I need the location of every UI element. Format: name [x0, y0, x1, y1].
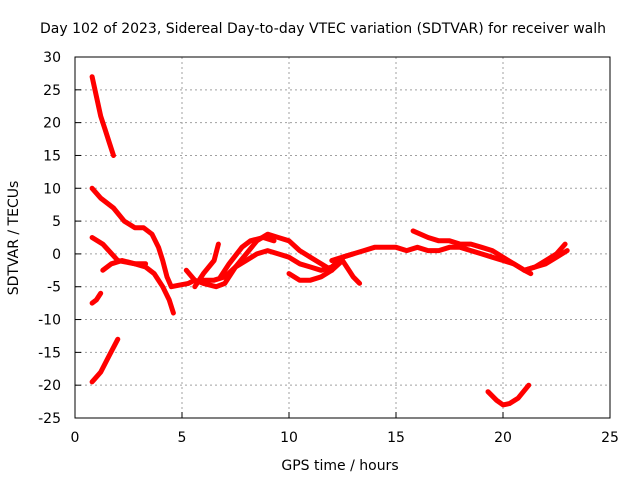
series-track-13 [329, 244, 534, 277]
chart-title: Day 102 of 2023, Sidereal Day-to-day VTE… [40, 21, 606, 37]
x-axis-label: GPS time / hours [281, 458, 398, 474]
x-tick-labels: 0 5 10 15 20 25 [71, 430, 619, 446]
y-tick-label: 15 [43, 148, 61, 164]
x-tick-label: 5 [178, 430, 187, 446]
y-axis-label: SDTVAR / TECUs [6, 181, 22, 296]
y-tick-label: 5 [52, 214, 61, 230]
series-track-12 [340, 258, 363, 286]
series-track-16 [485, 382, 532, 408]
y-tick-labels: -25 -20 -15 -10 -5 0 5 10 15 20 25 30 [38, 50, 61, 427]
y-tick-label: 30 [43, 50, 61, 66]
y-tick-label: -25 [38, 411, 61, 427]
series-track-15 [521, 248, 570, 273]
x-tick-label: 20 [494, 430, 512, 446]
series-track-4 [100, 258, 149, 273]
series-track-1 [89, 74, 116, 158]
x-tick-label: 0 [71, 430, 80, 446]
y-tick-label: 25 [43, 83, 61, 99]
x-tick-label: 10 [280, 430, 298, 446]
y-tick-label: -20 [38, 378, 61, 394]
y-tick-label: 0 [52, 247, 61, 263]
grid [74, 56, 611, 419]
series-track-5 [89, 290, 104, 306]
y-tick-label: -15 [38, 345, 61, 361]
series-track-8 [200, 248, 356, 283]
y-tick-label: 20 [43, 116, 61, 132]
series-track-10 [218, 235, 277, 280]
series-track-6 [89, 336, 121, 385]
series-track-2 [89, 185, 198, 290]
y-tick-label: -10 [38, 313, 61, 329]
plot-frame [74, 56, 611, 419]
x-tick-label: 25 [601, 430, 619, 446]
y-tick-label: -5 [47, 280, 61, 296]
series-track-9 [192, 241, 221, 290]
series-track-3 [89, 235, 176, 316]
series-track-11 [286, 258, 345, 283]
x-tick-label: 15 [387, 430, 405, 446]
series-layer [89, 74, 570, 408]
y-tick-label: 10 [43, 181, 61, 197]
